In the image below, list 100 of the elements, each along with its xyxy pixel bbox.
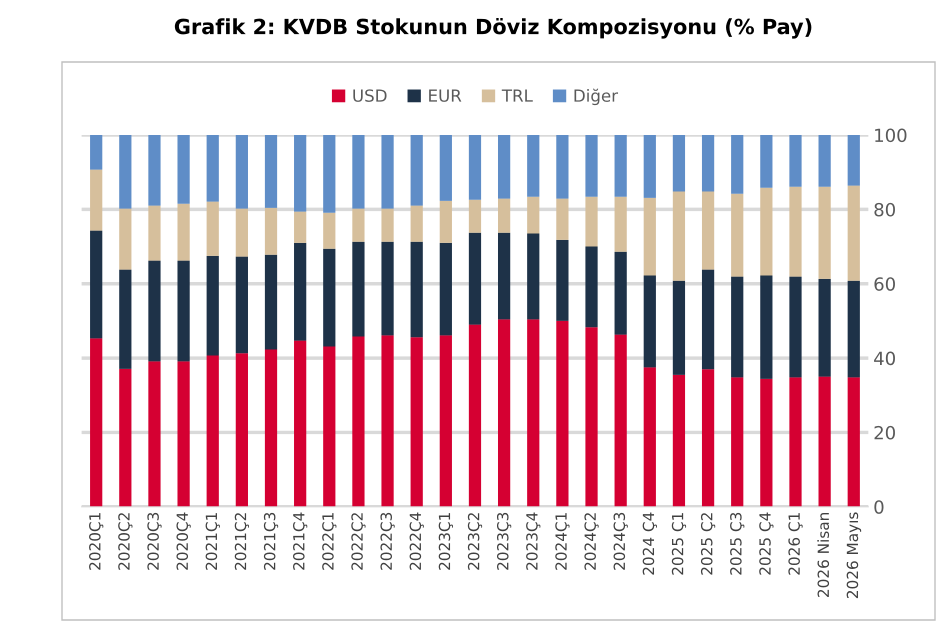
bar: [644, 367, 656, 507]
bar: [585, 246, 598, 328]
x-tick-label: 2023Ç4: [526, 512, 540, 570]
bar: [556, 240, 569, 321]
x-tick-label: 2020Ç4: [176, 512, 191, 570]
bar: [760, 135, 772, 188]
bar: [352, 208, 365, 242]
bar: [614, 334, 627, 507]
bar: [498, 232, 510, 320]
bar: [818, 135, 831, 187]
x-tick-label: 2025 Ç2: [700, 513, 716, 575]
legend-label: EUR: [429, 90, 462, 102]
bar: [440, 200, 452, 243]
chart-title: Grafik 2: KVDB Stokunun Döviz Kompozisyonu (% Pay): [174, 18, 812, 39]
bar: [410, 337, 423, 507]
bar: [148, 135, 161, 206]
bar: [440, 135, 452, 201]
bar: [702, 270, 714, 370]
bar: [848, 135, 860, 186]
bar: [468, 324, 482, 507]
bar: [789, 135, 802, 187]
bar: [702, 192, 714, 270]
x-tick-label: 2025 Ç1: [672, 513, 686, 575]
bar: [789, 186, 802, 277]
bar: [702, 369, 714, 507]
x-tick-label: 2020Ç1: [89, 513, 104, 570]
x-tick-label: 2022Ç1: [322, 513, 336, 570]
bar: [352, 242, 365, 337]
bar: [148, 206, 161, 261]
bar: [498, 319, 510, 507]
bar: [672, 280, 686, 375]
bar: [206, 202, 219, 256]
y-tick-label: 60: [874, 277, 895, 291]
bar: [672, 374, 686, 507]
bar: [236, 208, 248, 257]
y-tick-label: 20: [874, 426, 895, 440]
bar: [818, 278, 831, 377]
bar: [848, 186, 860, 281]
bar: [90, 135, 102, 170]
bar: [585, 327, 598, 507]
x-tick-label: 2026 Ç1: [788, 513, 803, 575]
x-tick-label: 2021Ç4: [293, 512, 308, 570]
legend-label: Diğer: [574, 88, 618, 106]
bar: [410, 206, 423, 242]
bar: [119, 208, 132, 270]
x-tick-label: 2025 Ç3: [730, 512, 744, 575]
bar: [236, 256, 248, 354]
bar: [672, 192, 686, 281]
bar: [90, 170, 102, 231]
y-tick-label: 40: [874, 352, 895, 366]
x-tick-label: 2026 Mayıs: [846, 512, 862, 598]
bar: [264, 254, 278, 350]
legend-label: TRL: [502, 90, 533, 102]
x-tick-label: 2023Ç1: [438, 513, 453, 570]
bar: [294, 242, 306, 341]
x-tick-label: 2020Ç2: [118, 513, 132, 570]
bar: [206, 256, 219, 356]
bar: [206, 135, 219, 202]
bar: [527, 196, 540, 234]
bar: [498, 198, 510, 233]
bar: [119, 270, 132, 369]
x-tick-label: 2024 Ç4: [642, 512, 657, 575]
bar: [468, 232, 482, 325]
bar: [468, 135, 482, 200]
y-tick-label: 100: [875, 128, 906, 142]
x-tick-label: 2022Ç2: [351, 513, 366, 570]
x-tick-label: 2022Ç4: [410, 512, 424, 570]
bar: [731, 135, 744, 194]
x-tick-label: 2025 Ç4: [759, 512, 774, 575]
x-tick-label: 2026 Nisan: [817, 512, 830, 597]
bar: [90, 230, 102, 338]
bar: [789, 377, 802, 507]
bar: [527, 234, 540, 320]
bar: [119, 368, 132, 507]
bar: [177, 204, 190, 261]
bar: [264, 208, 278, 255]
bar: [381, 335, 394, 507]
bar: [381, 135, 394, 209]
bar: [731, 194, 744, 277]
bar: [644, 198, 656, 276]
bar: [760, 188, 772, 276]
bar: [556, 320, 569, 507]
bar: [614, 196, 627, 252]
bar: [440, 335, 452, 507]
bar: [352, 135, 365, 209]
bar: [702, 135, 714, 192]
bar: [381, 242, 394, 336]
y-tick-label: 80: [874, 202, 895, 216]
bar: [614, 135, 627, 197]
bar: [760, 378, 772, 507]
bar: [323, 346, 336, 507]
bar: [731, 377, 744, 507]
bar: [585, 135, 598, 197]
bar: [177, 260, 190, 362]
bar: [410, 242, 423, 338]
bar: [731, 276, 744, 378]
bar: [264, 135, 278, 208]
bar: [323, 212, 336, 249]
bar: [294, 212, 306, 243]
bar: [206, 355, 219, 507]
